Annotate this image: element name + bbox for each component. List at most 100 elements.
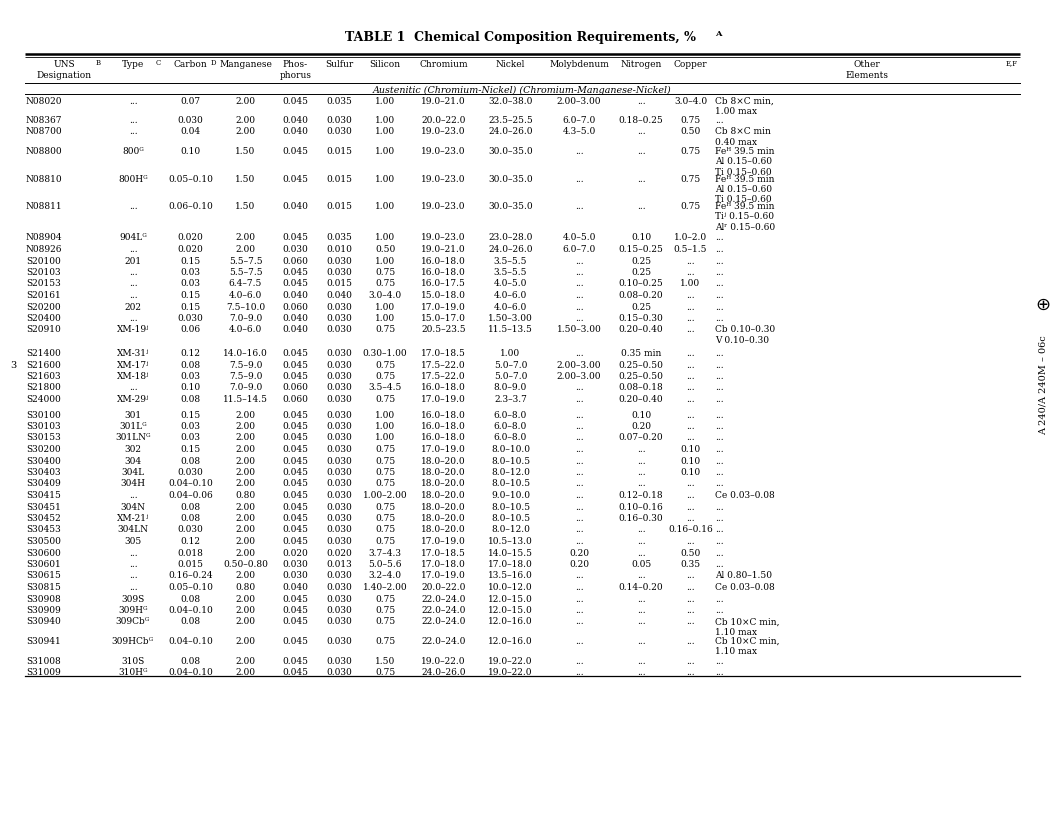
Text: 0.045: 0.045	[283, 410, 308, 419]
Text: 0.08: 0.08	[181, 514, 201, 523]
Text: 0.75: 0.75	[375, 326, 395, 335]
Text: N08810: N08810	[26, 175, 62, 184]
Text: 0.030: 0.030	[326, 361, 352, 370]
Text: ...: ...	[129, 491, 137, 500]
Text: 20.0–22.0: 20.0–22.0	[421, 583, 466, 592]
Text: 0.03: 0.03	[181, 372, 201, 381]
Text: ...: ...	[686, 657, 695, 666]
Text: A: A	[715, 30, 721, 38]
Text: ...: ...	[686, 606, 695, 615]
Text: 1.00: 1.00	[680, 280, 700, 289]
Text: N08811: N08811	[26, 202, 62, 211]
Text: 5.0–7.0: 5.0–7.0	[494, 361, 527, 370]
Text: 4.0–5.0: 4.0–5.0	[494, 280, 527, 289]
Text: 0.030: 0.030	[326, 116, 352, 125]
Text: TABLE 1  Chemical Composition Requirements, %: TABLE 1 Chemical Composition Requirement…	[344, 32, 696, 45]
Text: 0.040: 0.040	[283, 326, 308, 335]
Text: 0.08: 0.08	[181, 395, 201, 404]
Text: 0.045: 0.045	[283, 668, 308, 677]
Text: 11.5–14.5: 11.5–14.5	[223, 395, 268, 404]
Text: 0.045: 0.045	[283, 606, 308, 615]
Text: 1.00: 1.00	[375, 233, 395, 242]
Text: 0.50–0.80: 0.50–0.80	[223, 560, 268, 569]
Text: S30153: S30153	[26, 433, 61, 442]
Text: 15.0–17.0: 15.0–17.0	[421, 314, 466, 323]
Text: 0.030: 0.030	[326, 395, 352, 404]
Text: S30403: S30403	[26, 468, 60, 477]
Text: 0.030: 0.030	[326, 303, 352, 312]
Text: Sulfur: Sulfur	[325, 60, 353, 69]
Text: 0.040: 0.040	[283, 127, 308, 136]
Text: 17.0–19.0: 17.0–19.0	[421, 571, 466, 580]
Text: UNS
Designation: UNS Designation	[37, 60, 92, 80]
Text: ...: ...	[129, 127, 137, 136]
Text: 0.15–0.25: 0.15–0.25	[619, 245, 663, 254]
Text: 305: 305	[125, 537, 142, 546]
Text: 3.0–4.0: 3.0–4.0	[674, 96, 708, 105]
Text: 0.045: 0.045	[283, 456, 308, 465]
Text: 0.030: 0.030	[326, 537, 352, 546]
Text: 0.12: 0.12	[181, 349, 201, 358]
Text: ...: ...	[637, 175, 645, 184]
Text: Type: Type	[121, 60, 144, 69]
Text: 1.00: 1.00	[375, 303, 395, 312]
Text: 0.030: 0.030	[177, 116, 204, 125]
Text: 2.00: 2.00	[235, 503, 256, 512]
Text: ...: ...	[574, 491, 583, 500]
Text: 0.75: 0.75	[375, 503, 395, 512]
Text: ...: ...	[686, 410, 695, 419]
Text: ...: ...	[715, 314, 723, 323]
Text: 17.5–22.0: 17.5–22.0	[421, 372, 466, 381]
Text: 7.5–9.0: 7.5–9.0	[229, 372, 262, 381]
Text: 0.10–0.16: 0.10–0.16	[619, 503, 663, 512]
Text: 0.15–0.30: 0.15–0.30	[619, 314, 663, 323]
Text: 14.0–15.5: 14.0–15.5	[488, 548, 533, 557]
Text: 0.020: 0.020	[283, 548, 308, 557]
Text: ...: ...	[715, 456, 723, 465]
Text: S20910: S20910	[26, 326, 61, 335]
Text: S30409: S30409	[26, 480, 61, 489]
Text: 0.015: 0.015	[326, 147, 352, 156]
Text: 0.030: 0.030	[283, 560, 308, 569]
Text: 0.010: 0.010	[326, 245, 352, 254]
Text: ...: ...	[574, 410, 583, 419]
Text: 6.0–7.0: 6.0–7.0	[563, 116, 596, 125]
Text: 0.20–0.40: 0.20–0.40	[619, 326, 663, 335]
Text: N08700: N08700	[26, 127, 62, 136]
Text: 4.0–6.0: 4.0–6.0	[229, 291, 262, 300]
Text: 304N: 304N	[120, 503, 146, 512]
Text: Nitrogen: Nitrogen	[620, 60, 662, 69]
Text: 0.75: 0.75	[375, 618, 395, 627]
Text: 1.50: 1.50	[235, 175, 256, 184]
Text: E,F: E,F	[1006, 59, 1018, 67]
Text: ...: ...	[686, 583, 695, 592]
Text: 0.75: 0.75	[375, 280, 395, 289]
Text: 30.0–35.0: 30.0–35.0	[488, 175, 533, 184]
Text: ...: ...	[129, 96, 137, 105]
Text: ...: ...	[686, 433, 695, 442]
Text: S30815: S30815	[26, 583, 61, 592]
Text: Feᴴ 39.5 min
Al 0.15–0.60
Ti 0.15–0.60: Feᴴ 39.5 min Al 0.15–0.60 Ti 0.15–0.60	[715, 175, 774, 204]
Text: 0.75: 0.75	[375, 668, 395, 677]
Text: 304: 304	[125, 456, 142, 465]
Text: ...: ...	[686, 491, 695, 500]
Text: ...: ...	[574, 618, 583, 627]
Text: 0.75: 0.75	[375, 361, 395, 370]
Text: 202: 202	[125, 303, 142, 312]
Text: ...: ...	[574, 280, 583, 289]
Text: ...: ...	[686, 514, 695, 523]
Text: ...: ...	[637, 595, 645, 604]
Text: 30.0–35.0: 30.0–35.0	[488, 202, 533, 211]
Text: ...: ...	[715, 349, 723, 358]
Text: XM-18ʲ: XM-18ʲ	[117, 372, 149, 381]
Text: ...: ...	[715, 433, 723, 442]
Text: 8.0–10.5: 8.0–10.5	[491, 456, 530, 465]
Text: ...: ...	[637, 456, 645, 465]
Text: ...: ...	[686, 256, 695, 265]
Text: ...: ...	[574, 303, 583, 312]
Text: ...: ...	[574, 268, 583, 277]
Text: Molybdenum: Molybdenum	[549, 60, 609, 69]
Text: 16.0–18.0: 16.0–18.0	[421, 433, 466, 442]
Text: 0.05–0.10: 0.05–0.10	[168, 175, 213, 184]
Text: 22.0–24.0: 22.0–24.0	[421, 637, 466, 646]
